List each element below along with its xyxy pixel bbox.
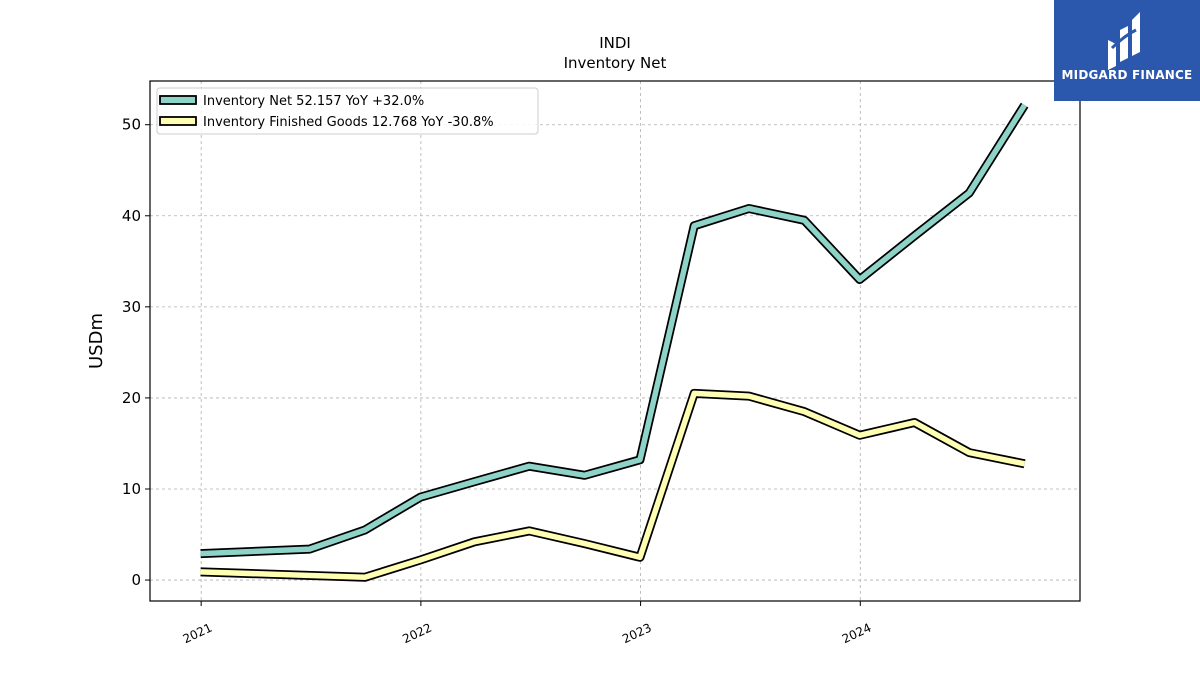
y-axis-label: USDm	[86, 313, 107, 369]
legend-label: Inventory Finished Goods 12.768 YoY -30.…	[203, 115, 494, 130]
chart-title: INDI	[599, 34, 631, 52]
axis-ticks: 0 10 20 30 40 50 2021 2022 2023 2024	[122, 116, 873, 646]
series-1-line	[200, 103, 1027, 557]
y-tick-label: 10	[122, 480, 141, 498]
x-tick-label: 2024	[840, 621, 874, 647]
legend: Inventory Net 52.157 YoY +32.0% Inventory…	[156, 87, 539, 135]
gridlines	[150, 81, 1080, 601]
y-tick-label: 30	[122, 298, 141, 316]
y-tick-label: 50	[122, 116, 141, 134]
logo-text: MIDGARD FINANCE	[1061, 68, 1193, 82]
series-2-group	[200, 388, 1026, 582]
series-1-group	[200, 102, 1029, 559]
legend-label: Inventory Net 52.157 YoY +32.0%	[203, 94, 424, 109]
y-tick-label: 0	[131, 571, 141, 589]
legend-swatch	[159, 116, 197, 126]
y-tick-label: 20	[122, 389, 141, 407]
logo-mark-icon	[1108, 12, 1140, 70]
y-tick-label: 40	[122, 207, 141, 225]
brand-logo: MIDGARD FINANCE	[1054, 0, 1200, 101]
series-2-line	[200, 390, 1026, 581]
series-1-outline	[200, 102, 1029, 559]
chart-subtitle: Inventory Net	[564, 54, 667, 72]
x-tick-label: 2023	[620, 621, 654, 647]
x-tick-label: 2021	[181, 621, 215, 647]
legend-box	[156, 87, 539, 135]
plot-area-frame	[149, 80, 1081, 602]
series-lines	[200, 102, 1029, 582]
x-tick-label: 2022	[400, 621, 434, 647]
legend-swatch	[159, 95, 197, 105]
